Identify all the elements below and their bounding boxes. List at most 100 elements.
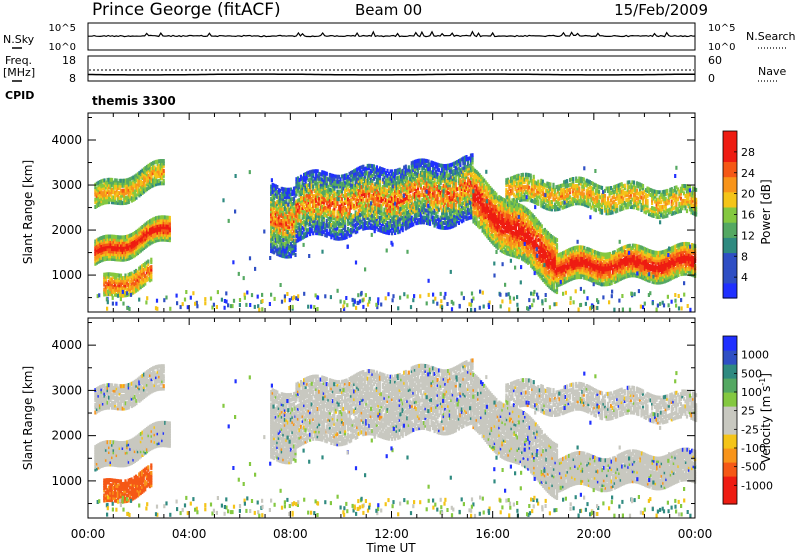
power-cell	[103, 252, 106, 257]
power-cell	[153, 170, 156, 175]
power-cell	[292, 251, 296, 256]
power-cell	[126, 190, 129, 195]
power-cell	[383, 225, 386, 229]
power-cell	[114, 178, 117, 183]
power-cell	[318, 172, 321, 176]
power-cell	[295, 182, 298, 187]
power-cell	[377, 190, 380, 195]
power-cell	[282, 244, 285, 249]
power-cell	[114, 249, 117, 254]
power-cell	[289, 219, 292, 224]
power-cell	[283, 242, 286, 246]
power-cell	[357, 208, 360, 213]
power-cell	[391, 179, 394, 184]
power-cell	[142, 167, 146, 172]
power-cell	[153, 167, 156, 172]
power-cell	[118, 273, 121, 278]
power-cell	[150, 238, 153, 243]
power-cell	[421, 203, 424, 207]
power-cell	[428, 177, 432, 182]
power-cell	[162, 171, 165, 176]
power-cell	[124, 254, 127, 259]
power-cell	[118, 183, 121, 188]
power-cell	[286, 249, 289, 254]
power-cell	[103, 190, 106, 195]
power-cell	[374, 197, 377, 201]
power-cell	[135, 286, 138, 291]
power-cell	[303, 182, 306, 187]
power-cell	[384, 208, 388, 213]
power-cell	[277, 205, 280, 210]
power-cell	[292, 189, 296, 194]
power-cell	[337, 204, 341, 209]
power-cell	[413, 182, 416, 187]
power-cell	[357, 221, 360, 226]
power-cell	[333, 233, 336, 238]
power-cell	[425, 213, 429, 218]
power-cell	[424, 176, 427, 181]
power-cell	[389, 186, 392, 191]
power-cell	[292, 241, 296, 246]
power-cell	[156, 225, 159, 230]
power-cell	[270, 192, 273, 197]
power-cell	[309, 187, 312, 192]
power-cell	[342, 216, 345, 221]
power-cell	[313, 201, 316, 206]
power-cell	[307, 190, 310, 195]
power-cell	[324, 208, 327, 213]
power-cell	[147, 183, 150, 188]
power-cell	[354, 225, 357, 230]
power-cell	[285, 232, 288, 237]
power-cell	[309, 207, 312, 212]
power-cell	[471, 153, 474, 158]
power-cell	[421, 205, 424, 210]
power-cell	[150, 228, 153, 233]
power-cell	[123, 247, 126, 252]
power-cell	[321, 195, 324, 199]
power-cell	[286, 232, 289, 237]
power-cell	[359, 183, 362, 188]
power-cell	[271, 234, 274, 239]
power-cell	[162, 163, 165, 168]
power-cell	[359, 190, 362, 195]
power-cell	[430, 172, 433, 177]
power-cell	[119, 273, 123, 278]
power-cell	[277, 195, 280, 200]
power-cell	[430, 182, 433, 187]
power-cell	[322, 217, 325, 222]
power-cell	[274, 221, 277, 226]
power-cell	[133, 274, 136, 279]
power-cell	[339, 236, 342, 241]
power-cell	[418, 166, 421, 170]
power-cell	[436, 199, 439, 204]
power-cell	[339, 214, 342, 219]
power-cell	[371, 213, 374, 218]
power-cell	[432, 203, 435, 208]
power-cell	[139, 189, 142, 194]
power-cell	[333, 186, 336, 191]
power-cell	[310, 211, 313, 216]
power-cell	[108, 251, 111, 256]
power-cell	[138, 237, 141, 242]
power-cell	[301, 213, 304, 218]
power-cell	[374, 204, 377, 209]
power-cell	[377, 173, 380, 178]
power-cell	[139, 236, 142, 241]
power-cell	[129, 279, 132, 284]
power-cell	[391, 199, 394, 204]
power-cell	[101, 235, 105, 240]
power-cell	[136, 238, 139, 243]
power-cell	[155, 179, 158, 184]
power-cell	[307, 188, 310, 193]
power-cell	[334, 179, 337, 184]
power-cell	[120, 237, 123, 242]
power-cell	[416, 163, 419, 168]
power-cell	[270, 246, 273, 251]
power-cell	[371, 193, 374, 198]
power-cell	[124, 181, 127, 185]
power-cell	[123, 193, 126, 198]
power-cell	[324, 183, 327, 188]
power-cell	[118, 278, 121, 283]
power-cell	[374, 184, 377, 189]
power-cell	[430, 202, 433, 207]
